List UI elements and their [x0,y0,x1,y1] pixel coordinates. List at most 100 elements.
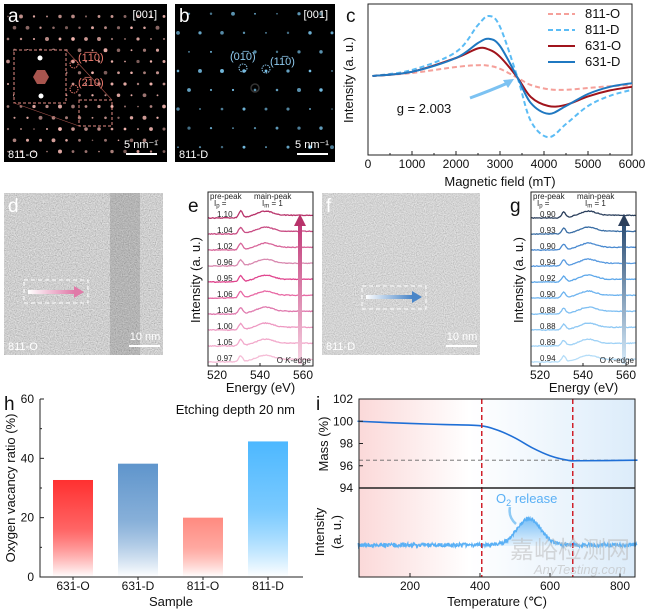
dark-band [110,193,140,355]
panel-c-epr-chart: c 0 1000 2000 3000 4000 5000 6000 811-O811-D63… [341,3,646,189]
diffraction-spot [142,93,147,98]
diffraction-spot [124,60,126,63]
ip-subscript: p [216,204,220,210]
edge-o: O [600,356,608,365]
diffraction-spot [286,145,290,149]
scale-bar-label: 5 nm⁻¹ [295,139,329,151]
x-tick-label: 600 [540,579,560,593]
diffraction-spot [319,126,323,130]
panel-letter-b: b [179,6,190,27]
diffraction-spot [331,69,333,72]
diffraction-spot [12,138,17,143]
diffraction-spot [78,138,81,142]
y-axis-label-intensity: Intensity [312,507,327,556]
arrow-head [74,286,84,298]
diffraction-spot [187,126,191,130]
edge-rest: -edge [291,356,312,365]
selected-region-box [78,99,113,127]
ip-value-label: 0.90 [540,242,556,251]
diffraction-spot [319,88,323,92]
ip-subscript: p [539,204,543,210]
diffraction-spot [110,37,114,41]
diffraction-spot [104,26,107,30]
scale-bar-label: 10 nm [130,331,161,343]
diffraction-spot [116,93,121,98]
diffraction-spot [209,88,213,92]
diffraction-spot [162,15,166,18]
diffraction-spot [12,25,17,30]
spectrum-line [208,306,313,316]
bar-631-O [53,479,93,577]
diffraction-spot [104,138,107,142]
diffraction-spot [137,128,139,130]
x-tick-label: 6000 [619,157,646,171]
ip-value-label: 1.05 [217,338,233,347]
y-axis-label: Intensity (a. u.) [511,237,526,323]
diffraction-spot [116,26,121,30]
ip-value-label: 0.90 [540,290,556,299]
diffraction-spot [176,69,180,73]
diffraction-spot [297,12,301,16]
ip-letter: I [537,199,539,208]
diffraction-spot [71,37,75,41]
series-line-811-D [372,15,633,139]
y-tick-label: 100 [333,414,353,428]
legend-label: 631-D [585,54,620,69]
diffraction-spots-a [6,14,166,154]
inset-spot [37,55,43,61]
diffraction-spot [242,31,246,35]
spectra [208,209,314,363]
diffraction-spot [137,105,139,108]
scan-arrow [366,295,412,299]
annotation-release: release [511,491,557,506]
diffraction-spot [46,15,48,18]
diffraction-spot [136,14,140,19]
diffraction-spot [149,15,153,18]
panel-letter-i: i [316,394,320,415]
y-axis-label-mass: Mass (%) [316,417,331,472]
spot-circle [69,84,79,94]
arrow-head [294,214,306,226]
diffraction-spot [91,139,94,142]
arrow-head [503,79,514,88]
diffraction-spot [162,150,166,153]
diffraction-spot [150,38,152,40]
inset-spot [38,93,44,99]
ip-value-label: 1.10 [217,210,233,219]
spectrum-line [208,226,313,236]
y-axis-label-intensity-unit: (a. u.) [329,515,344,549]
spectrum-line [208,321,313,332]
spectrum-line [208,209,313,220]
panel-letter-e: e [188,196,199,217]
y-tick-label: 40 [21,451,35,465]
diffraction-spot [242,145,246,149]
diffraction-spot [110,127,114,131]
diffraction-spot [209,126,213,130]
diffraction-spot [123,82,127,86]
diffraction-spot [6,105,10,108]
panel-i-tga-ms-chart: 94 96 98 100 102 200 400 600 800 i Mass (%) Inte… [312,392,638,609]
diffraction-spot [149,60,153,63]
y-axis-label: Oxygen vacancy ratio (%) [3,414,18,563]
g-value-annotation: g = 2.003 [397,101,452,116]
ip-equals: = [543,199,550,208]
y-tick-label: 60 [21,392,35,406]
ip-value-label: 0.92 [540,274,556,283]
ip-value-label: 0.94 [540,354,556,363]
pre-peak-label: pre-peak [210,192,243,201]
arrow-head [412,291,422,303]
im-label: Im = 1 [585,199,606,210]
panel-letter-d: d [8,196,19,217]
x-axis-label: Sample [149,594,193,609]
diffraction-spot [104,116,107,120]
diffraction-spot [199,108,201,111]
diffraction-spot [155,71,160,75]
diffraction-spot [220,31,224,35]
diffraction-spot [162,104,166,109]
diffraction-spot [210,50,212,53]
y-tick-label: 0 [27,570,34,584]
tem-image-f [322,193,480,355]
diffraction-spot [232,127,234,130]
x-axis-label: Temperature (℃) [447,594,547,609]
diffraction-spot [97,36,101,41]
